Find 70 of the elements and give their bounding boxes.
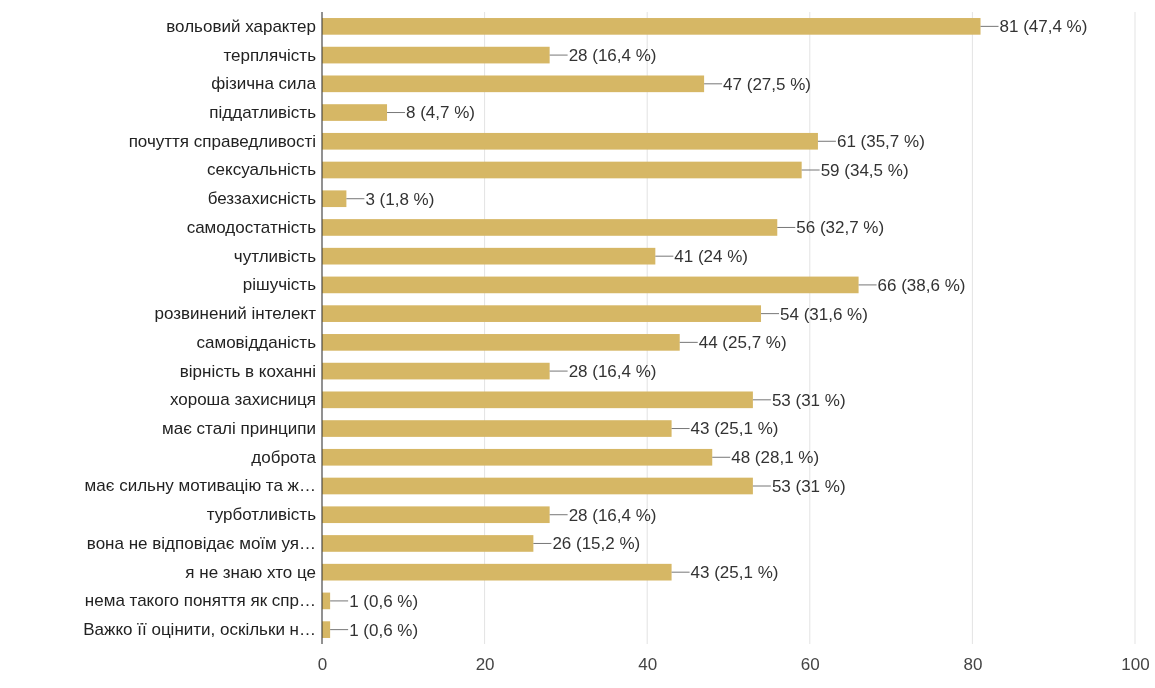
y-tick-label: Важко її оцінити, оскільки н… <box>83 620 316 640</box>
data-label: 53 (31 %) <box>771 390 846 410</box>
x-tick-label: 60 <box>800 655 820 675</box>
data-label: 66 (38,6 %) <box>877 275 966 295</box>
y-tick-label: вольовий характер <box>166 16 316 36</box>
y-tick-label: сексуальність <box>207 160 317 180</box>
y-tick-label: чутливість <box>233 246 317 266</box>
y-tick-label: хороша захисниця <box>169 390 316 410</box>
data-label: 44 (25,7 %) <box>698 333 787 353</box>
data-label: 28 (16,4 %) <box>568 362 657 382</box>
y-tick-label: доброта <box>251 447 317 467</box>
y-tick-label: рішучість <box>242 275 317 295</box>
x-tick-label: 40 <box>638 655 658 675</box>
data-label: 28 (16,4 %) <box>568 505 657 525</box>
bar <box>322 391 753 409</box>
data-label: 43 (25,1 %) <box>690 563 779 583</box>
y-tick-label: має сильну мотивацію та ж… <box>84 476 316 496</box>
data-label: 48 (28,1 %) <box>731 448 820 468</box>
bar <box>322 18 981 35</box>
data-label: 26 (15,2 %) <box>552 534 641 554</box>
bar <box>322 420 672 437</box>
y-tick-label: самовідданість <box>196 332 317 352</box>
y-tick-label: розвинений інтелект <box>154 304 317 324</box>
bar <box>322 448 713 466</box>
data-label: 1 (0,6 %) <box>349 591 419 611</box>
bar <box>322 161 802 179</box>
y-tick-label: терплячість <box>223 45 317 65</box>
bar <box>322 104 388 121</box>
data-label: 61 (35,7 %) <box>836 132 925 152</box>
bar <box>322 535 534 552</box>
y-tick-label: вона не відповідає моїм уя… <box>86 533 316 553</box>
data-label: 43 (25,1 %) <box>690 419 779 439</box>
data-label: 1 (0,6 %) <box>349 620 419 640</box>
y-tick-label: турботливість <box>206 505 317 525</box>
y-tick-label: почуття справедливості <box>128 131 316 151</box>
y-tick-label: має сталі принципи <box>162 418 316 438</box>
y-tick-label: самодостатність <box>186 217 317 237</box>
bar <box>322 362 550 380</box>
bar <box>322 75 705 93</box>
y-tick-label: вірність в коханні <box>179 361 316 381</box>
data-label: 81 (47,4 %) <box>999 17 1088 37</box>
bar <box>322 132 818 150</box>
x-tick-label: 20 <box>475 655 495 675</box>
bar <box>322 190 347 208</box>
y-tick-label: я не знаю хто це <box>185 562 316 582</box>
data-label: 54 (31,6 %) <box>780 304 868 324</box>
bar <box>322 305 762 322</box>
data-label: 53 (31 %) <box>771 476 846 496</box>
y-tick-label: піддатливість <box>209 102 317 122</box>
bar <box>322 46 550 64</box>
x-tick-label: 100 <box>1121 655 1150 675</box>
x-tick-label: 0 <box>317 655 328 675</box>
data-label: 47 (27,5 %) <box>723 74 811 94</box>
bar <box>322 219 778 236</box>
bar <box>322 247 656 265</box>
bar <box>322 506 550 524</box>
y-tick-label: фізична сила <box>211 74 317 94</box>
data-label: 59 (34,5 %) <box>820 160 909 180</box>
data-label: 56 (32,7 %) <box>796 218 885 238</box>
data-label: 41 (24 %) <box>674 247 749 267</box>
y-tick-label: беззахисність <box>207 189 317 209</box>
bar <box>322 477 753 495</box>
bar <box>322 334 680 351</box>
bar <box>322 276 859 294</box>
data-label: 28 (16,4 %) <box>568 46 657 66</box>
x-tick-label: 80 <box>963 655 983 675</box>
data-label: 3 (1,8 %) <box>365 189 435 209</box>
bar <box>322 563 672 581</box>
data-label: 8 (4,7 %) <box>406 103 476 123</box>
y-tick-label: нема такого поняття як спр… <box>84 591 316 611</box>
